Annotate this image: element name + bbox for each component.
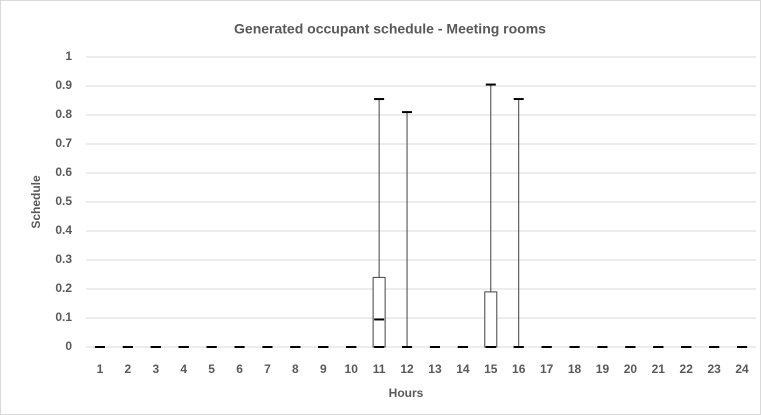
y-tick-label: 0.3 (55, 252, 72, 266)
x-tick-label: 9 (320, 362, 327, 376)
x-tick-label: 24 (735, 362, 749, 376)
x-tick-label: 7 (264, 362, 271, 376)
x-tick-label: 18 (568, 362, 582, 376)
box (372, 276, 386, 348)
y-tick-label: 0.6 (55, 165, 72, 179)
x-tick-label: 22 (680, 362, 694, 376)
y-tick-label: 0.7 (55, 136, 72, 150)
chart-title: Generated occupant schedule - Meeting ro… (234, 21, 546, 37)
x-tick-label: 20 (624, 362, 638, 376)
x-tick-label: 8 (292, 362, 299, 376)
y-axis-label: Schedule (29, 175, 43, 229)
y-tick-label: 0 (65, 339, 72, 353)
y-tick-label: 1 (65, 49, 72, 63)
x-tick-label: 4 (180, 362, 187, 376)
y-tick-label: 0.2 (55, 281, 72, 295)
x-tick-label: 23 (707, 362, 721, 376)
y-tick-label: 0.5 (55, 194, 72, 208)
x-tick-label: 16 (512, 362, 526, 376)
x-tick-label: 2 (125, 362, 132, 376)
x-tick-label: 17 (540, 362, 554, 376)
y-tick-label: 0.8 (55, 107, 72, 121)
x-tick-label: 6 (236, 362, 243, 376)
y-tick-label: 0.9 (55, 78, 72, 92)
x-tick-label: 5 (208, 362, 215, 376)
x-tick-label: 13 (428, 362, 442, 376)
x-tick-label: 14 (456, 362, 470, 376)
box (484, 291, 498, 348)
x-tick-label: 19 (596, 362, 610, 376)
x-tick-label: 10 (345, 362, 359, 376)
x-axis-label: Hours (389, 386, 424, 400)
x-tick-label: 1 (97, 362, 104, 376)
x-tick-label: 12 (400, 362, 414, 376)
x-tick-label: 11 (373, 362, 386, 376)
y-tick-label: 0.1 (55, 310, 72, 324)
y-tick-label: 0.4 (55, 223, 72, 237)
x-tick-label: 3 (152, 362, 159, 376)
x-tick-label: 15 (484, 362, 498, 376)
x-tick-label: 21 (652, 362, 666, 376)
